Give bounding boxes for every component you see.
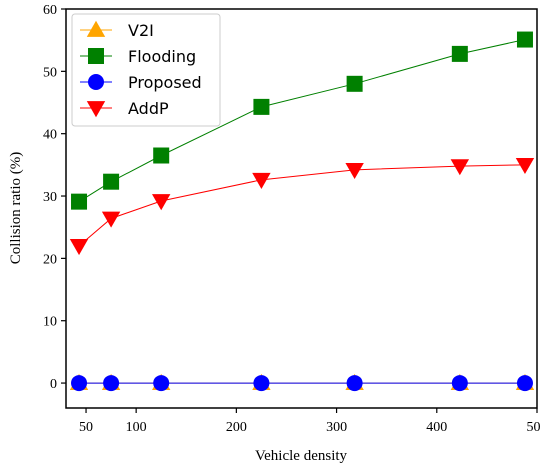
y-tick-label: 50: [43, 65, 57, 80]
series-addp-point: [69, 239, 89, 256]
series-flooding-point: [103, 173, 120, 190]
legend-item-proposed-marker: [88, 74, 104, 90]
series-addp-point: [450, 159, 470, 176]
y-tick-label: 20: [43, 252, 57, 267]
series-proposed-point: [253, 375, 270, 392]
legend-item-flooding-marker: [88, 48, 104, 64]
legend-item-proposed: Proposed: [80, 73, 202, 92]
series-proposed-point: [451, 375, 468, 392]
series-addp: [69, 157, 535, 256]
series-addp-point: [345, 162, 364, 180]
series-flooding-point: [516, 31, 533, 48]
y-tick-label: 10: [43, 315, 57, 330]
legend-item-v2i-marker: [86, 20, 106, 37]
series-addp-point: [152, 194, 171, 211]
series-proposed: [71, 375, 533, 392]
series-addp-point: [252, 172, 271, 190]
series-proposed-point: [71, 375, 88, 392]
plot-frame: [65, 8, 538, 409]
series-proposed-point: [516, 375, 533, 392]
y-axis-title: Collision ratio (%): [8, 152, 24, 265]
series-flooding: [71, 31, 533, 210]
series-flooding-point: [346, 75, 363, 92]
x-tick-label: 200: [226, 420, 247, 435]
series-flooding-point: [153, 147, 170, 164]
series-proposed-point: [153, 375, 170, 392]
x-tick-label: 500: [527, 420, 540, 435]
series-proposed-point: [103, 375, 120, 392]
y-tick-label: 40: [43, 128, 57, 143]
x-tick-label: 50: [79, 420, 93, 435]
x-tick-label: 100: [126, 420, 147, 435]
series-addp-line: [78, 164, 525, 247]
series-layer: [69, 31, 535, 392]
legend-item-addp-marker: [86, 101, 106, 118]
series-addp-point: [101, 211, 121, 228]
legend-item-flooding: Flooding: [80, 47, 196, 66]
legend-item-v2i: V2I: [80, 20, 154, 40]
x-tick-label: 300: [326, 420, 347, 435]
legend-item-addp-label: AddP: [128, 99, 169, 118]
legend-item-addp: AddP: [80, 99, 169, 118]
series-flooding-point: [253, 98, 270, 115]
y-axis: 0 10 20 30 40 50 60: [43, 3, 66, 392]
y-tick-label: 60: [43, 3, 57, 18]
legend: V2I Flooding Proposed AddP: [71, 13, 221, 127]
series-flooding-point: [71, 193, 88, 210]
legend-item-proposed-label: Proposed: [128, 73, 202, 92]
x-tick-label: 400: [426, 420, 447, 435]
series-proposed-point: [346, 375, 363, 392]
legend-item-flooding-label: Flooding: [128, 47, 196, 66]
series-addp-point: [515, 157, 535, 175]
series-flooding-point: [451, 45, 468, 62]
x-axis-title: Vehicle density: [255, 448, 348, 464]
legend-frame: [71, 13, 221, 127]
legend-item-v2i-label: V2I: [128, 21, 154, 40]
y-tick-label: 0: [50, 377, 57, 392]
x-axis: 50 100 200 300 400 500: [79, 408, 540, 435]
y-tick-label: 30: [43, 190, 57, 205]
